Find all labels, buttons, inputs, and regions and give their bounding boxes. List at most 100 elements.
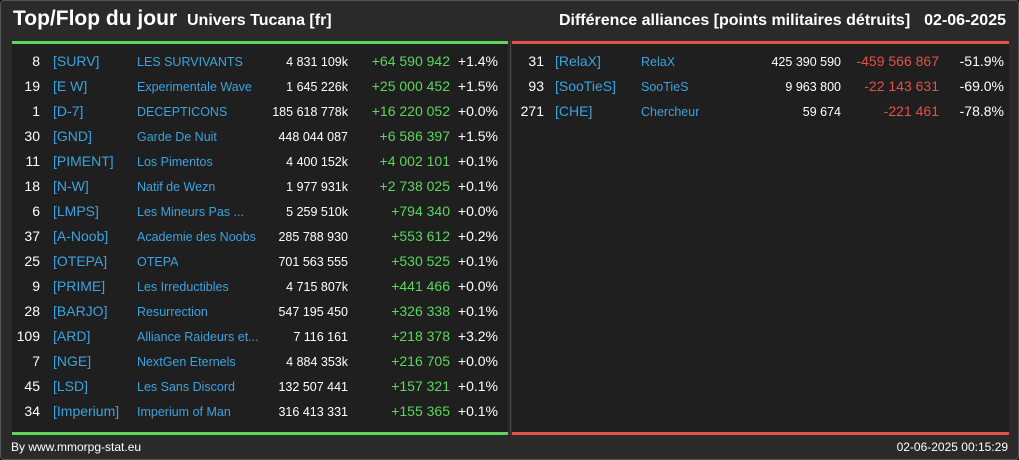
rank-cell: 8: [32, 53, 40, 69]
table-row: 19 [E W] Experimentale Wave 1 645 226k +25 0…: [12, 74, 508, 99]
alliance-tag-link[interactable]: [E W]: [53, 78, 88, 94]
points-cell: 701 563 555: [278, 255, 348, 269]
table-row: 18 [N-W] Natif de Wezn 1 977 931k +2 738 025…: [12, 174, 508, 199]
alliance-tag-link[interactable]: [CHE]: [555, 103, 593, 119]
ranking-subject: Différence alliances [points militaires …: [559, 12, 1006, 30]
rank-cell: 30: [24, 128, 40, 144]
percent-cell: +0.0%: [457, 103, 498, 119]
table-row: 9 [PRIME] Les Irreductibles 4 715 807k +441 …: [12, 274, 508, 299]
rank-cell: 18: [24, 178, 40, 194]
alliance-tag-link[interactable]: [OTEPA]: [53, 253, 108, 269]
diff-cell: +441 466: [391, 278, 450, 294]
rank-cell: 11: [25, 153, 40, 169]
alliance-tag-link[interactable]: [D-7]: [53, 103, 84, 119]
rank-cell: 34: [24, 403, 40, 419]
alliance-name-link[interactable]: DECEPTICONS: [137, 105, 228, 119]
table-row: 45 [LSD] Les Sans Discord 132 507 441 +157 3…: [12, 374, 508, 399]
alliance-tag-link[interactable]: [LSD]: [53, 378, 89, 394]
points-cell: 7 116 161: [293, 330, 348, 344]
diff-cell: +157 321: [391, 378, 450, 394]
table-row: 11 [PIMENT] Los Pimentos 4 400 152k +4 002 1…: [12, 149, 508, 174]
alliance-tag-link[interactable]: [SURV]: [53, 53, 100, 69]
alliance-name-link[interactable]: LES SURVIVANTS: [137, 55, 243, 69]
diff-cell: +794 340: [391, 203, 450, 219]
points-cell: 9 963 800: [785, 80, 841, 94]
table-row: 25 [OTEPA] OTEPA 701 563 555 +530 525 +0.1%: [12, 249, 508, 274]
points-cell: 4 400 152k: [286, 155, 348, 169]
alliance-tag-link[interactable]: [GND]: [53, 128, 92, 144]
universe-label: Univers Tucana [fr]: [187, 12, 332, 29]
points-cell: 185 618 778k: [272, 105, 348, 119]
alliance-name-link[interactable]: Les Irreductibles: [137, 280, 229, 294]
rank-cell: 109: [16, 328, 40, 344]
alliance-tag-link[interactable]: [SooTieS]: [555, 78, 616, 94]
percent-cell: -78.8%: [959, 103, 1004, 119]
alliance-name-link[interactable]: Les Mineurs Pas ...: [137, 205, 244, 219]
alliance-tag-link[interactable]: [NGE]: [53, 353, 92, 369]
points-cell: 4 715 807k: [286, 280, 348, 294]
points-cell: 285 788 930: [278, 230, 348, 244]
alliance-tag-link[interactable]: [LMPS]: [53, 203, 99, 219]
diff-cell: +2 738 025: [379, 178, 450, 194]
alliance-name-link[interactable]: Resurrection: [137, 305, 208, 319]
alliance-name-link[interactable]: RelaX: [641, 55, 676, 69]
percent-cell: +0.1%: [457, 178, 498, 194]
table-row: 31 [RelaX] RelaX 425 390 590 -459 566 867 -51…: [512, 49, 1009, 74]
subject-label: Différence alliances [points militaires …: [558, 12, 911, 29]
points-cell: 547 195 450: [278, 305, 348, 319]
percent-cell: +0.1%: [457, 378, 498, 394]
points-cell: 316 413 331: [278, 405, 348, 419]
header: Top/Flop du jour Univers Tucana [fr] Dif…: [1, 1, 1019, 41]
panel-divider: [510, 41, 511, 435]
alliance-tag-link[interactable]: [Imperium]: [53, 403, 120, 419]
alliance-name-link[interactable]: Les Sans Discord: [137, 380, 235, 394]
alliance-name-link[interactable]: Natif de Wezn: [137, 180, 216, 194]
percent-cell: +1.5%: [457, 128, 498, 144]
alliance-name-link[interactable]: Academie des Noobs: [137, 230, 256, 244]
alliance-name-link[interactable]: OTEPA: [137, 255, 179, 269]
diff-cell: +25 000 452: [371, 78, 450, 94]
alliance-name-link[interactable]: Alliance Raideurs et...: [137, 330, 259, 344]
points-cell: 4 831 109k: [286, 55, 348, 69]
alliance-tag-link[interactable]: [ARD]: [53, 328, 91, 344]
diff-cell: -459 566 867: [856, 53, 939, 69]
percent-cell: -69.0%: [959, 78, 1004, 94]
diff-cell: +64 590 942: [371, 53, 450, 69]
top-panel: 8 [SURV] LES SURVIVANTS 4 831 109k +64 590 9…: [12, 41, 508, 435]
alliance-tag-link[interactable]: [A-Noob]: [53, 228, 109, 244]
table-row: 30 [GND] Garde De Nuit 448 044 087 +6 586 39…: [12, 124, 508, 149]
alliance-name-link[interactable]: SooTieS: [641, 80, 689, 94]
rank-cell: 6: [32, 203, 40, 219]
diff-cell: +4 002 101: [379, 153, 450, 169]
percent-cell: +0.1%: [457, 253, 498, 269]
alliance-name-link[interactable]: Los Pimentos: [137, 155, 213, 169]
table-row: 37 [A-Noob] Academie des Noobs 285 788 930 +…: [12, 224, 508, 249]
diff-cell: +16 220 052: [371, 103, 450, 119]
alliance-name-link[interactable]: Garde De Nuit: [137, 130, 217, 144]
diff-cell: +326 338: [391, 303, 450, 319]
rank-cell: 28: [24, 303, 40, 319]
rank-cell: 19: [24, 78, 40, 94]
points-cell: 4 884 353k: [286, 355, 348, 369]
alliance-tag-link[interactable]: [PIMENT]: [53, 153, 114, 169]
table-row: 109 [ARD] Alliance Raideurs et... 7 116 161…: [12, 324, 508, 349]
percent-cell: +1.4%: [457, 53, 498, 69]
percent-cell: +0.1%: [457, 303, 498, 319]
rank-cell: 1: [32, 103, 40, 119]
table-row: 7 [NGE] NextGen Eternels 4 884 353k +216 705…: [12, 349, 508, 374]
diff-cell: +218 378: [391, 328, 450, 344]
alliance-name-link[interactable]: Chercheur: [641, 105, 700, 119]
points-cell: 132 507 441: [278, 380, 348, 394]
page-title: Top/Flop du jour: [13, 7, 178, 30]
table-row: 1 [D-7] DECEPTICONS 185 618 778k +16 220 052…: [12, 99, 508, 124]
alliance-tag-link[interactable]: [N-W]: [53, 178, 89, 194]
alliance-tag-link[interactable]: [RelaX]: [555, 53, 601, 69]
diff-cell: +155 365: [391, 403, 450, 419]
alliance-tag-link[interactable]: [BARJO]: [53, 303, 108, 319]
alliance-name-link[interactable]: Experimentale Wave: [137, 80, 252, 94]
rank-cell: 37: [24, 228, 40, 244]
alliance-name-link[interactable]: Imperium of Man: [137, 405, 231, 419]
alliance-tag-link[interactable]: [PRIME]: [53, 278, 106, 294]
alliance-name-link[interactable]: NextGen Eternels: [137, 355, 236, 369]
